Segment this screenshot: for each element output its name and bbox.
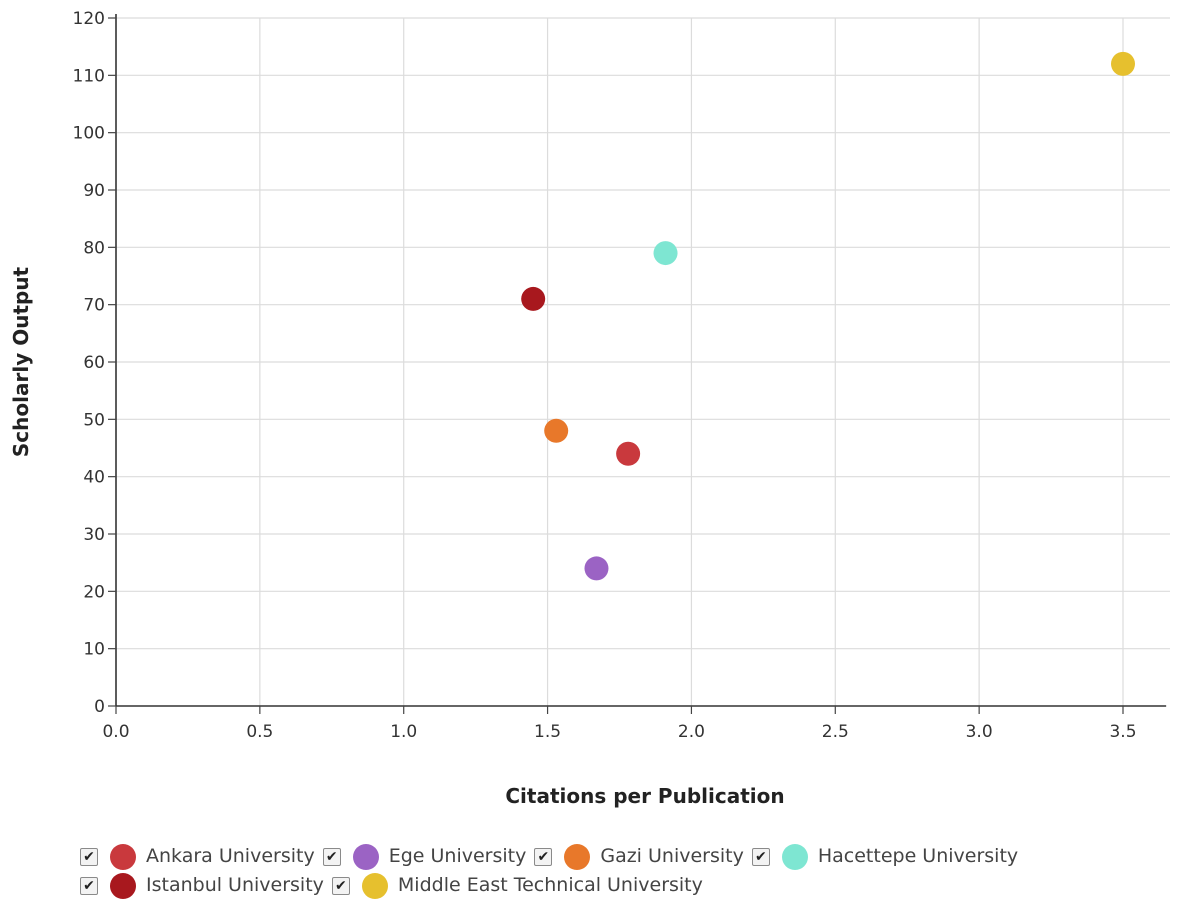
x-tick-label: 3.0 bbox=[966, 722, 993, 742]
y-axis-ticks: 0 10 20 30 40 50 60 70 80 90 100 110 120 bbox=[73, 9, 116, 717]
data-point[interactable] bbox=[521, 286, 546, 311]
y-tick-label: 110 bbox=[73, 66, 105, 86]
x-axis-ticks: 0.0 0.5 1.0 1.5 2.0 2.5 3.0 3.5 bbox=[102, 706, 1137, 742]
legend-checkbox[interactable]: ✔ bbox=[331, 876, 350, 895]
axes bbox=[115, 14, 1167, 707]
data-points bbox=[521, 51, 1135, 581]
y-tick-label: 90 bbox=[83, 181, 105, 201]
y-tick-label: 120 bbox=[73, 9, 105, 29]
legend-checkbox[interactable]: ✔ bbox=[80, 876, 98, 895]
legend-checkbox[interactable]: ✔ bbox=[751, 847, 770, 866]
legend-item[interactable]: ✔ Middle East Technical University bbox=[331, 872, 703, 899]
y-tick-label: 60 bbox=[83, 353, 105, 373]
y-tick-label: 0 bbox=[94, 697, 105, 717]
y-tick-label: 100 bbox=[73, 124, 105, 144]
data-point[interactable] bbox=[616, 441, 641, 466]
x-tick-label: 3.5 bbox=[1109, 722, 1136, 742]
legend-swatch bbox=[110, 872, 136, 899]
y-tick-label: 40 bbox=[83, 468, 105, 488]
y-tick-label: 30 bbox=[83, 525, 105, 545]
legend-label: Hacettepe University bbox=[817, 845, 1019, 867]
legend-item[interactable]: ✔ Gazi University bbox=[534, 843, 744, 870]
x-tick-label: 2.0 bbox=[678, 722, 705, 742]
data-point[interactable] bbox=[653, 241, 678, 266]
data-point[interactable] bbox=[544, 418, 569, 443]
legend-label: Ege University bbox=[388, 845, 527, 867]
y-tick-label: 80 bbox=[83, 238, 105, 258]
grid-lines bbox=[116, 17, 1170, 706]
legend-item[interactable]: ✔ Hacettepe University bbox=[751, 843, 1019, 870]
x-tick-label: 1.0 bbox=[390, 722, 417, 742]
legend-item[interactable]: ✔ Istanbul University bbox=[80, 872, 324, 899]
legend-label: Istanbul University bbox=[146, 874, 324, 896]
legend-swatch bbox=[781, 843, 808, 870]
legend-item[interactable]: ✔ Ege University bbox=[322, 843, 527, 870]
x-axis-title: Citations per Publication bbox=[505, 784, 784, 808]
y-tick-label: 50 bbox=[83, 410, 105, 430]
x-tick-label: 0.5 bbox=[246, 722, 273, 742]
data-point[interactable] bbox=[584, 556, 609, 581]
y-tick-label: 10 bbox=[83, 640, 105, 660]
legend-swatch bbox=[110, 843, 136, 870]
y-axis-title: Scholarly Output bbox=[9, 266, 33, 457]
x-tick-label: 1.5 bbox=[534, 722, 561, 742]
x-tick-label: 0.0 bbox=[102, 722, 129, 742]
x-tick-label: 2.5 bbox=[822, 722, 849, 742]
legend-swatch bbox=[361, 872, 388, 899]
y-tick-label: 70 bbox=[83, 296, 105, 316]
legend-item[interactable]: ✔ Ankara University bbox=[80, 843, 315, 870]
legend-label: Ankara University bbox=[146, 845, 315, 867]
legend-checkbox[interactable]: ✔ bbox=[322, 847, 341, 866]
data-point[interactable] bbox=[1111, 51, 1135, 76]
legend-checkbox[interactable]: ✔ bbox=[80, 847, 98, 866]
legend: ✔ Ankara University ✔ Ege University ✔ Gazi U… bbox=[80, 843, 1175, 899]
legend-checkbox[interactable]: ✔ bbox=[534, 847, 553, 866]
legend-swatch bbox=[564, 843, 591, 870]
legend-label: Gazi University bbox=[600, 845, 744, 867]
y-tick-label: 20 bbox=[83, 582, 105, 602]
legend-label: Middle East Technical University bbox=[397, 874, 703, 896]
legend-swatch bbox=[352, 843, 379, 870]
